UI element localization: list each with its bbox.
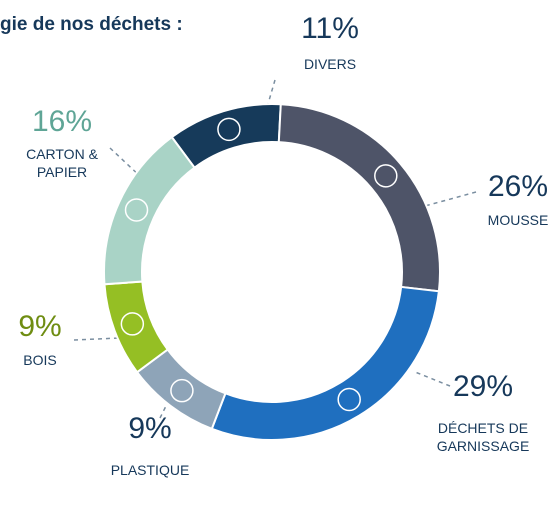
segment-icon [170, 378, 194, 403]
value-label: 9% [18, 310, 62, 343]
category-label: PLASTIQUE [110, 462, 190, 478]
segment-icon [217, 117, 241, 142]
value-label: 29% [452, 370, 514, 403]
value-label: 26% [487, 170, 549, 203]
chart-title: gie de nos déchets : [0, 14, 183, 35]
category-label: DÉCHETS DE GARNISSAGE [436, 420, 530, 454]
category-label: CARTON & PAPIER [26, 146, 98, 180]
value-label: 11% [301, 12, 359, 45]
donut-segment [103, 135, 196, 286]
category-label: BOIS [23, 352, 57, 368]
category-label: DIVERS [303, 56, 357, 72]
segment-icon [120, 312, 145, 336]
donut-segment [210, 285, 440, 441]
donut-segment [277, 103, 441, 293]
segment-icon [124, 198, 149, 222]
category-label: MOUSSE [487, 212, 549, 228]
segment-icon [337, 387, 361, 412]
segment-icon [374, 164, 398, 188]
value-label: 9% [128, 412, 172, 445]
value-label: 16% [31, 105, 93, 138]
